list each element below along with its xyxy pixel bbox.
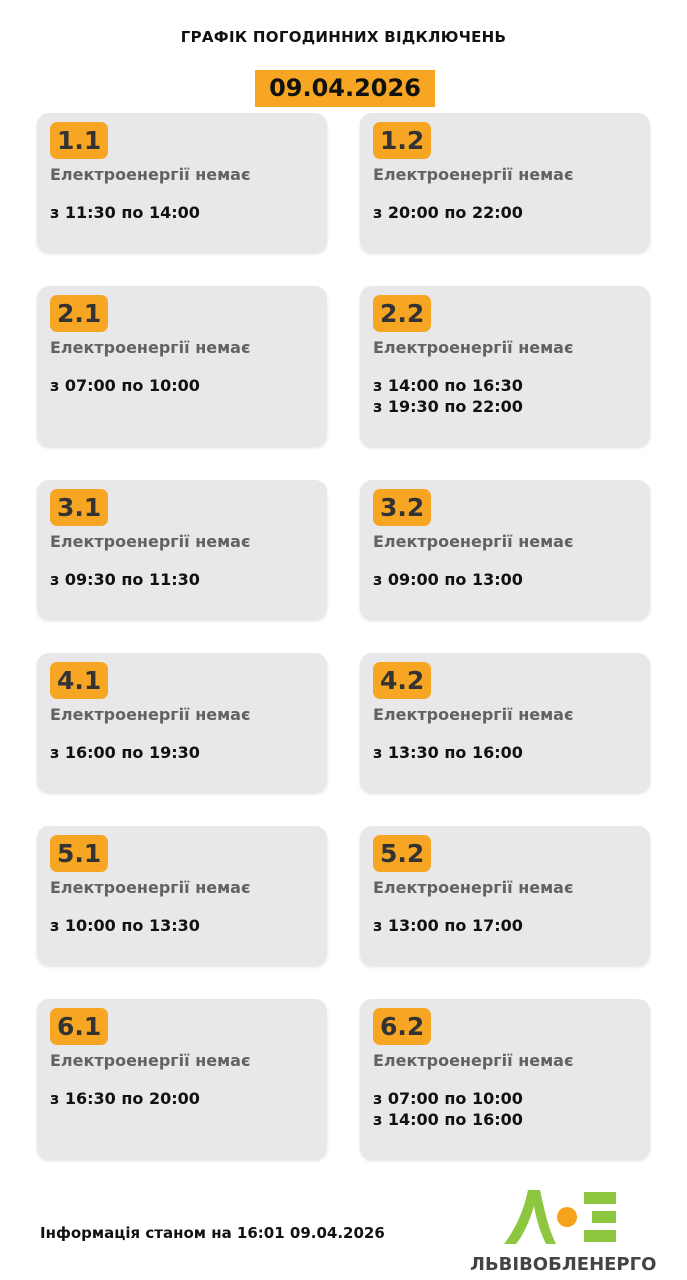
status-label: Електроенергії немає bbox=[373, 338, 574, 357]
outage-times: з 16:00 по 19:30 bbox=[50, 742, 314, 763]
group-card: 6.2 Електроенергії немає з 07:00 по 10:0… bbox=[360, 999, 650, 1159]
group-card: 3.1 Електроенергії немає з 09:30 по 11:3… bbox=[37, 480, 327, 619]
page-title: ГРАФІК ПОГОДИННИХ ВІДКЛЮЧЕНЬ bbox=[180, 28, 507, 46]
outage-time: з 13:30 по 16:00 bbox=[373, 743, 523, 762]
status-label: Електроенергії немає bbox=[50, 1051, 251, 1070]
group-card: 2.1 Електроенергії немає з 07:00 по 10:0… bbox=[37, 286, 327, 446]
group-badge: 3.2 bbox=[373, 489, 432, 526]
group-card: 6.1 Електроенергії немає з 16:30 по 20:0… bbox=[37, 999, 327, 1159]
outage-time: з 20:00 по 22:00 bbox=[373, 203, 523, 222]
group-card: 5.2 Електроенергії немає з 13:00 по 17:0… bbox=[360, 826, 650, 965]
status-label: Електроенергії немає bbox=[50, 705, 251, 724]
outage-time: з 13:00 по 17:00 bbox=[373, 916, 523, 935]
status-label: Електроенергії немає bbox=[373, 165, 574, 184]
outage-times: з 09:00 по 13:00 bbox=[373, 569, 637, 590]
status-label: Електроенергії немає bbox=[373, 532, 574, 551]
outage-times: з 20:00 по 22:00 bbox=[373, 202, 637, 223]
outage-time: з 11:30 по 14:00 bbox=[50, 203, 200, 222]
group-badge: 4.1 bbox=[50, 662, 109, 699]
outage-time: з 19:30 по 22:00 bbox=[373, 397, 523, 416]
outage-times: з 14:00 по 16:30 з 19:30 по 22:00 bbox=[373, 375, 637, 417]
group-badge: 3.1 bbox=[50, 489, 109, 526]
group-card: 3.2 Електроенергії немає з 09:00 по 13:0… bbox=[360, 480, 650, 619]
status-label: Електроенергії немає bbox=[50, 338, 251, 357]
group-badge: 6.1 bbox=[50, 1008, 109, 1045]
group-card: 1.1 Електроенергії немає з 11:30 по 14:0… bbox=[37, 113, 327, 252]
outage-time: з 09:00 по 13:00 bbox=[373, 570, 523, 589]
group-card: 4.1 Електроенергії немає з 16:00 по 19:3… bbox=[37, 653, 327, 792]
group-badge: 1.1 bbox=[50, 122, 109, 159]
group-badge: 1.2 bbox=[373, 122, 432, 159]
status-label: Електроенергії немає bbox=[50, 878, 251, 897]
outage-time: з 16:30 по 20:00 bbox=[50, 1089, 200, 1108]
info-timestamp: Інформація станом на 16:01 09.04.2026 bbox=[40, 1224, 385, 1242]
group-badge: 2.2 bbox=[373, 295, 432, 332]
outage-time: з 09:30 по 11:30 bbox=[50, 570, 200, 589]
outage-times: з 13:00 по 17:00 bbox=[373, 915, 637, 936]
group-card: 5.1 Електроенергії немає з 10:00 по 13:3… bbox=[37, 826, 327, 965]
status-label: Електроенергії немає bbox=[50, 165, 251, 184]
outage-times: з 09:30 по 11:30 bbox=[50, 569, 314, 590]
outage-time: з 07:00 по 10:00 bbox=[373, 1089, 523, 1108]
groups-grid: 1.1 Електроенергії немає з 11:30 по 14:0… bbox=[37, 113, 650, 1159]
status-label: Електроенергії немає bbox=[373, 878, 574, 897]
outage-times: з 07:00 по 10:00 з 14:00 по 16:00 bbox=[373, 1088, 637, 1130]
outage-time: з 14:00 по 16:30 bbox=[373, 376, 523, 395]
status-label: Електроенергії немає bbox=[373, 1051, 574, 1070]
group-card: 4.2 Електроенергії немає з 13:30 по 16:0… bbox=[360, 653, 650, 792]
outage-time: з 16:00 по 19:30 bbox=[50, 743, 200, 762]
group-badge: 2.1 bbox=[50, 295, 109, 332]
group-badge: 5.1 bbox=[50, 835, 109, 872]
group-card: 1.2 Електроенергії немає з 20:00 по 22:0… bbox=[360, 113, 650, 252]
schedule-date: 09.04.2026 bbox=[255, 70, 435, 107]
loe-logo-icon bbox=[504, 1190, 616, 1244]
status-label: Електроенергії немає bbox=[50, 532, 251, 551]
outage-times: з 10:00 по 13:30 bbox=[50, 915, 314, 936]
status-label: Електроенергії немає bbox=[373, 705, 574, 724]
group-card: 2.2 Електроенергії немає з 14:00 по 16:3… bbox=[360, 286, 650, 446]
outage-time: з 14:00 по 16:00 bbox=[373, 1110, 523, 1129]
group-badge: 5.2 bbox=[373, 835, 432, 872]
outage-time: з 10:00 по 13:30 bbox=[50, 916, 200, 935]
outage-times: з 13:30 по 16:00 bbox=[373, 742, 637, 763]
outage-times: з 07:00 по 10:00 bbox=[50, 375, 314, 396]
brand-name: ЛЬВІВОБЛЕНЕРГО bbox=[470, 1254, 657, 1275]
group-badge: 4.2 bbox=[373, 662, 432, 699]
outage-times: з 11:30 по 14:00 bbox=[50, 202, 314, 223]
group-badge: 6.2 bbox=[373, 1008, 432, 1045]
outage-times: з 16:30 по 20:00 bbox=[50, 1088, 314, 1109]
outage-time: з 07:00 по 10:00 bbox=[50, 376, 200, 395]
